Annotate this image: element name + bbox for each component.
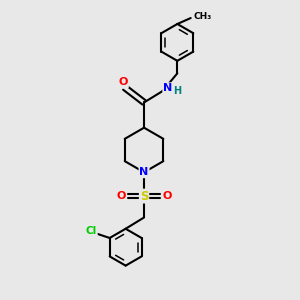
Text: S: S	[140, 190, 148, 202]
Text: Cl: Cl	[85, 226, 97, 236]
Text: H: H	[173, 86, 181, 96]
Text: CH₃: CH₃	[193, 12, 211, 21]
Text: O: O	[118, 77, 128, 87]
Text: N: N	[163, 83, 172, 93]
Text: O: O	[162, 191, 172, 201]
Text: O: O	[116, 191, 126, 201]
Text: N: N	[140, 167, 149, 177]
